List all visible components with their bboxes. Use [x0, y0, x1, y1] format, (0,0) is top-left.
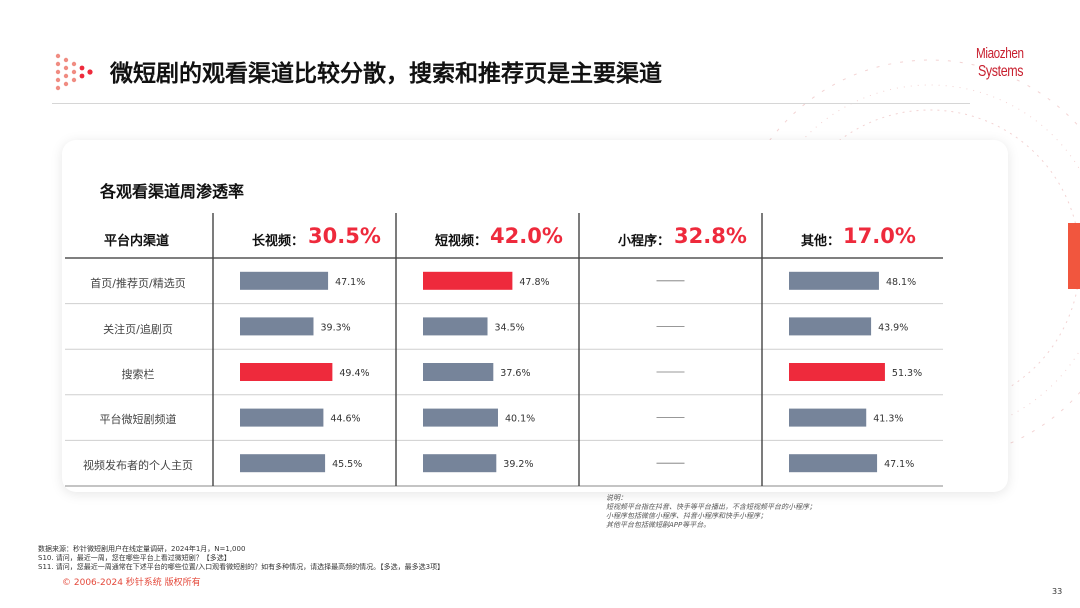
bar — [423, 317, 488, 336]
bar — [789, 271, 879, 290]
company-logo: Miaozhen Systems — [972, 44, 1046, 86]
logo-line-2: Systems — [978, 63, 1024, 80]
source-line: S10. 请问，最近一周，您在哪些平台上看过微短剧？【多选】 — [38, 554, 231, 563]
column-total-short-video: 42.0% — [490, 224, 563, 248]
source-line: S11. 请问，您最近一周通常在下述平台的哪些位置/入口观看微短剧的？如有多种情… — [38, 563, 445, 572]
column-total-other: 17.0% — [843, 224, 916, 248]
bar — [240, 363, 333, 381]
bar — [423, 454, 497, 473]
source-line: 数据来源：秒针微短剧用户在线定量调研，2024年1月，N=1,000 — [38, 545, 246, 553]
note-line: 小程序包括微信小程序、抖音小程序和快手小程序； — [606, 512, 767, 520]
row-label: 关注页/追剧页 — [103, 323, 173, 336]
bar-value-label: 51.3% — [892, 368, 922, 379]
bar-value-label: 41.3% — [873, 414, 903, 425]
bar — [240, 271, 329, 290]
bar-value-label: 37.6% — [500, 368, 530, 379]
bar-value-label: 48.1% — [886, 277, 916, 288]
data-source: 数据来源：秒针微短剧用户在线定量调研，2024年1月，N=1,000 S10. … — [38, 545, 444, 573]
chart-title: 各观看渠道周渗透率 — [100, 182, 245, 201]
page-number: 33 — [1052, 587, 1063, 596]
row-header-label: 平台内渠道 — [104, 234, 170, 249]
bar-value-label: 34.5% — [495, 322, 525, 333]
column-total-long-video: 30.5% — [308, 224, 381, 248]
chart-card — [62, 140, 1008, 492]
bar — [423, 363, 494, 381]
bar-value-label: 44.6% — [330, 414, 360, 425]
row-label: 视频发布者的个人主页 — [83, 459, 193, 472]
bar — [423, 408, 498, 427]
bar-value-label: 47.1% — [884, 459, 914, 470]
column-total-mini-program: 32.8% — [674, 224, 747, 248]
arrow-dots-icon — [55, 53, 93, 91]
bar-value-label: 43.9% — [878, 322, 908, 333]
column-header-mini-program: 小程序： — [618, 234, 671, 249]
bar-value-label: 45.5% — [332, 459, 362, 470]
logo-line-1: Miaozhen — [976, 45, 1024, 62]
bar-value-label: 39.2% — [503, 459, 533, 470]
column-header-other: 其他： — [801, 234, 841, 249]
bar — [240, 408, 324, 427]
bar — [423, 271, 513, 290]
bar-value-label: 47.8% — [519, 277, 549, 288]
bar — [240, 317, 314, 336]
row-label: 首页/推荐页/精选页 — [90, 277, 186, 290]
bar — [789, 317, 872, 336]
bar — [789, 454, 878, 473]
row-label: 搜索栏 — [121, 368, 155, 381]
bar — [789, 363, 885, 381]
note-line: 其他平台包括微短剧APP等平台。 — [606, 521, 711, 529]
bar-value-label: 49.4% — [339, 368, 369, 379]
page-title: 微短剧的观看渠道比较分散，搜索和推荐页是主要渠道 — [110, 61, 662, 87]
bar-value-label: 40.1% — [505, 414, 535, 425]
title-divider — [52, 103, 970, 104]
copyright: © 2006-2024 秒针系统 版权所有 — [62, 578, 201, 588]
side-accent-tab — [1068, 223, 1080, 289]
chart-note: 说明： 短视频平台指在抖音、快手等平台播出，不含短视频平台的小程序； 小程序包括… — [606, 494, 906, 530]
note-heading: 说明： — [606, 494, 627, 502]
bar-value-label: 39.3% — [320, 322, 350, 333]
row-label: 平台微短剧频道 — [99, 413, 177, 426]
column-header-short-video: 短视频： — [435, 234, 488, 249]
column-header-long-video: 长视频： — [252, 234, 305, 249]
bar — [789, 408, 867, 427]
note-line: 短视频平台指在抖音、快手等平台播出，不含短视频平台的小程序； — [606, 503, 816, 511]
bar — [240, 454, 326, 473]
bar-value-label: 47.1% — [335, 277, 365, 288]
